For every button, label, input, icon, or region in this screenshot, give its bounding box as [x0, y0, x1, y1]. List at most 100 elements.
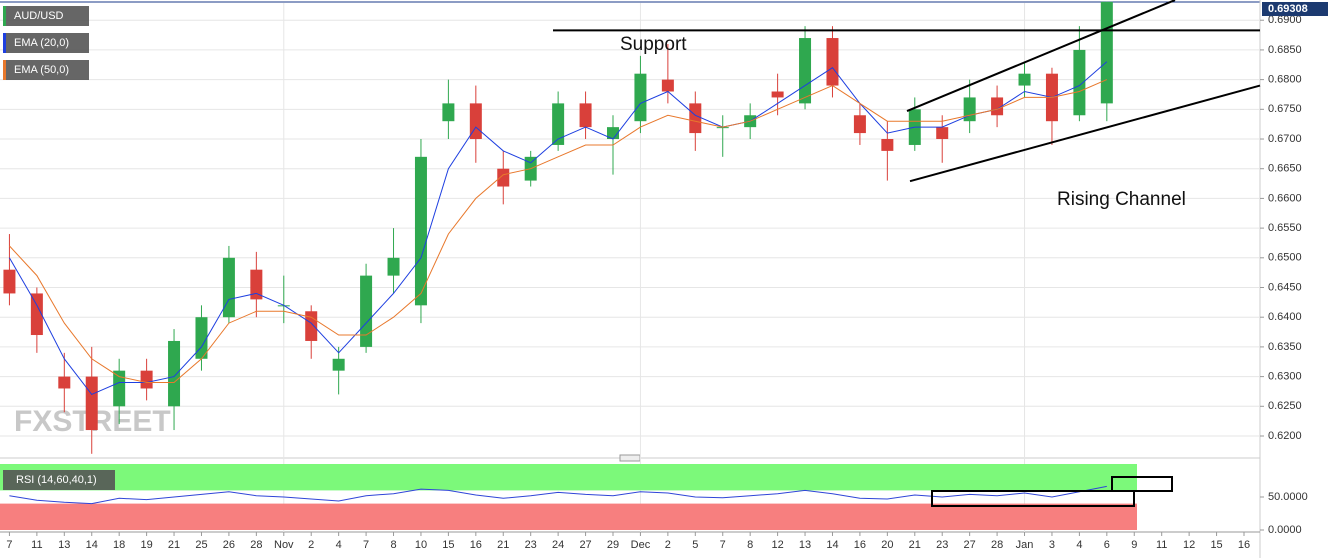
- x-tick-label: 29: [607, 539, 619, 551]
- rsi-annotation-box: [931, 490, 1135, 507]
- x-tick-label: 14: [826, 539, 838, 551]
- candle-body: [853, 115, 866, 134]
- candle-body: [1018, 73, 1031, 86]
- x-tick-label: 27: [964, 539, 976, 551]
- x-tick-label: 21: [497, 539, 509, 551]
- channel-label: Rising Channel: [1057, 189, 1186, 210]
- legend-box: [3, 60, 89, 80]
- x-tick-label: 28: [991, 539, 1003, 551]
- ema-line: [9, 79, 1107, 383]
- x-tick-label: 8: [390, 539, 396, 551]
- candle-body: [113, 370, 126, 407]
- x-tick-label: 9: [1131, 539, 1137, 551]
- x-tick-label: 16: [1238, 539, 1250, 551]
- x-tick-label: 12: [771, 539, 783, 551]
- candle-body: [579, 103, 592, 128]
- x-tick-label: 21: [909, 539, 921, 551]
- x-tick-label: 23: [525, 539, 537, 551]
- rsi-overbought-zone: [0, 464, 1137, 491]
- candle-body: [661, 79, 674, 92]
- candle-body: [195, 317, 208, 359]
- x-tick-label: 23: [936, 539, 948, 551]
- x-tick-label: 7: [6, 539, 12, 551]
- x-tick-label: 26: [223, 539, 235, 551]
- candle-body: [414, 156, 427, 306]
- rsi-tick-label: 0.0000: [1268, 524, 1302, 536]
- legend-swatch: [3, 60, 6, 80]
- y-tick-label: 0.6600: [1268, 192, 1302, 204]
- candle-body: [552, 103, 565, 145]
- y-tick-label: 0.6450: [1268, 281, 1302, 293]
- x-tick-label: 13: [58, 539, 70, 551]
- candle-body: [222, 257, 235, 318]
- x-tick-label: 13: [799, 539, 811, 551]
- x-tick-label: Dec: [631, 539, 651, 551]
- candle-body: [250, 269, 263, 300]
- y-tick-label: 0.6700: [1268, 133, 1302, 145]
- y-tick-label: 0.6900: [1268, 14, 1302, 26]
- x-tick-label: 11: [31, 539, 42, 551]
- x-tick-label: 5: [692, 539, 698, 551]
- y-tick-label: 0.6550: [1268, 222, 1302, 234]
- candle-body: [716, 127, 729, 129]
- x-tick-label: 19: [140, 539, 152, 551]
- candle-body: [1073, 49, 1086, 116]
- x-tick-label: 7: [363, 539, 369, 551]
- x-tick-label: 11: [1156, 539, 1167, 551]
- panel-handle[interactable]: [619, 454, 641, 462]
- candle-body: [799, 38, 812, 104]
- x-tick-label: 10: [415, 539, 427, 551]
- y-tick-label: 0.6750: [1268, 103, 1302, 115]
- y-tick-label: 0.6650: [1268, 163, 1302, 175]
- y-tick-label: 0.6350: [1268, 341, 1302, 353]
- support-label: Support: [620, 34, 687, 55]
- x-tick-label: 3: [1049, 539, 1055, 551]
- candle-body: [607, 127, 619, 140]
- y-tick-label: 0.6200: [1268, 430, 1302, 442]
- rsi-legend-box: [3, 470, 115, 490]
- x-tick-label: 21: [168, 539, 180, 551]
- x-tick-label: 4: [1076, 539, 1082, 551]
- candle-body: [58, 376, 71, 389]
- candle-body: [826, 38, 839, 86]
- x-tick-label: 4: [336, 539, 342, 551]
- rsi-line: [9, 485, 1107, 505]
- y-tick-label: 0.6800: [1268, 74, 1302, 86]
- candle-body: [936, 127, 949, 140]
- x-tick-label: 20: [881, 539, 893, 551]
- x-tick-label: Nov: [274, 539, 294, 551]
- candle-body: [305, 311, 318, 341]
- x-tick-label: 16: [854, 539, 866, 551]
- ema-line: [8, 61, 1108, 396]
- y-tick-label: 0.6300: [1268, 371, 1302, 383]
- x-tick-label: 7: [720, 539, 726, 551]
- rsi-annotation-box: [1111, 476, 1173, 492]
- legend-box: [3, 33, 89, 53]
- legend-label: EMA (20,0): [14, 37, 69, 49]
- candle-body: [30, 293, 43, 336]
- candle-body: [360, 275, 373, 347]
- candle-body: [387, 257, 400, 276]
- legend-label: EMA (50,0): [14, 64, 69, 76]
- candle-body: [881, 139, 894, 151]
- candle-body: [1100, 1, 1113, 104]
- last-price-box: [1262, 2, 1328, 16]
- y-tick-label: 0.6500: [1268, 252, 1302, 264]
- candle-body: [168, 340, 181, 407]
- x-tick-label: 6: [1104, 539, 1110, 551]
- y-tick-label: 0.6400: [1268, 311, 1302, 323]
- y-tick-label: 0.6850: [1268, 44, 1302, 56]
- candle-body: [991, 97, 1004, 116]
- rsi-oversold-zone: [0, 503, 1137, 530]
- rsi-tick-label: 50.0000: [1268, 491, 1308, 503]
- channel-upper: [906, 0, 1176, 113]
- channel-lower: [909, 84, 1261, 183]
- candle-body: [442, 103, 455, 122]
- candle-body: [3, 269, 16, 294]
- legend-label: AUD/USD: [14, 10, 64, 22]
- candle-body: [497, 168, 510, 187]
- legend-swatch: [3, 6, 6, 26]
- x-tick-label: 16: [470, 539, 482, 551]
- legend-box: [3, 6, 89, 26]
